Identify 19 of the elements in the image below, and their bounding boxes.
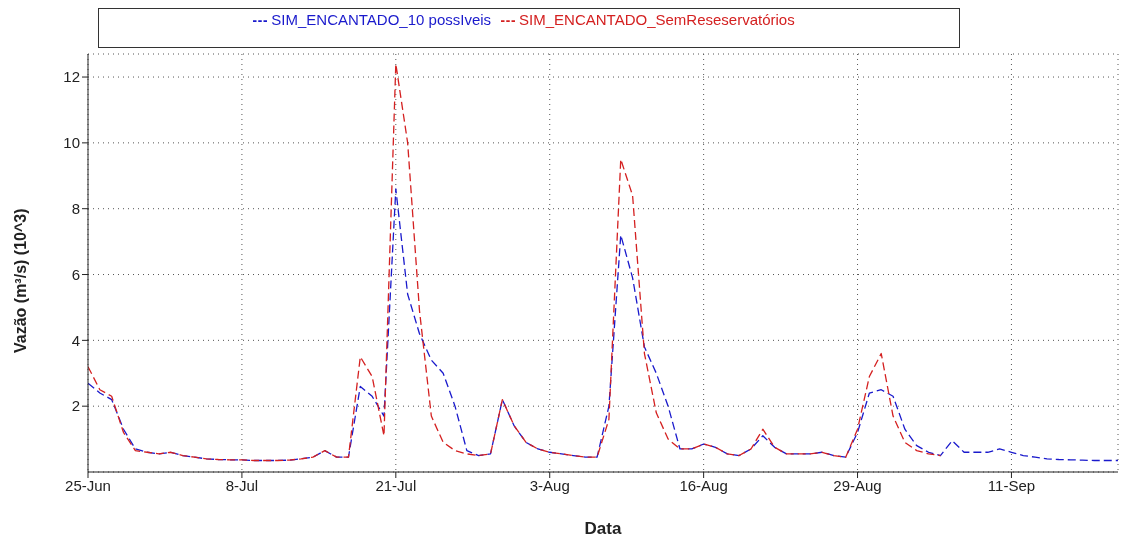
x-tick-label: 21-Jul <box>375 476 417 494</box>
x-axis-title: Data <box>584 519 622 538</box>
y-tick-label: 8 <box>71 200 80 218</box>
legend-label: SIM_ENCANTADO_SemReseservatórios <box>519 11 795 28</box>
x-tick-label: 16-Aug <box>679 476 728 494</box>
x-tick-label: 3-Aug <box>529 476 570 494</box>
y-tick-label: 2 <box>71 397 80 415</box>
y-tick-label: 10 <box>63 134 80 152</box>
x-tick-label: 29-Aug <box>833 476 882 494</box>
legend-label: SIM_ENCANTADO_10 possIveis <box>271 11 492 28</box>
x-tick-label: 11-Sep <box>987 476 1036 494</box>
y-tick-label: 4 <box>71 331 80 349</box>
line-series <box>88 63 942 462</box>
y-tick-label: 12 <box>63 68 80 86</box>
x-tick-label: 8-Jul <box>225 476 259 494</box>
y-axis-title: Vazão (m³/s) (10^3) <box>11 208 29 353</box>
y-tick-label: 6 <box>71 265 80 283</box>
line-series <box>88 188 1118 462</box>
x-tick-label: 25-Jun <box>65 476 111 494</box>
